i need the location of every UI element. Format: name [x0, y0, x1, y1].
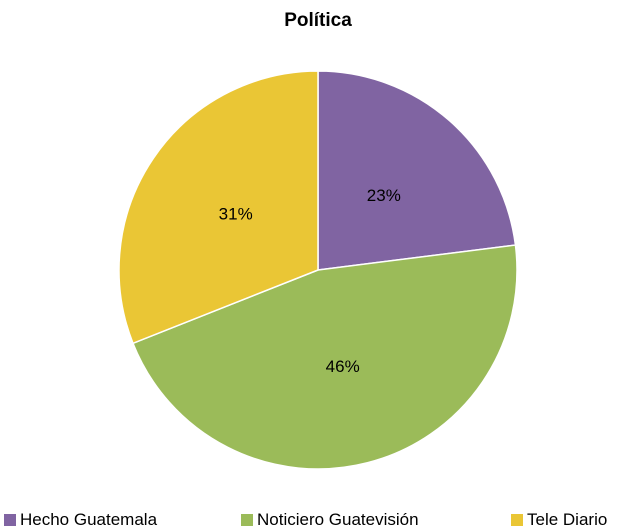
- pie-label-tele-diario: 31%: [219, 205, 253, 224]
- legend-label-hecho-guatemala: Hecho Guatemala: [20, 510, 158, 529]
- legend-item-hecho-guatemala: Hecho Guatemala: [4, 509, 157, 531]
- pie-slice-hecho-guatemala: [317, 70, 517, 271]
- legend-swatch-tele-diario: [511, 514, 523, 526]
- pie-slice-noticiero-guatevision: [131, 244, 518, 470]
- legend-item-noticiero-guatevision: Noticiero Guatevisión: [241, 509, 419, 531]
- chart-title: Política: [284, 10, 352, 31]
- pie-label-hecho-guatemala: 23%: [367, 186, 401, 205]
- legend-label-tele-diario: Tele Diario: [527, 510, 608, 529]
- legend-swatch-noticiero-guatevision: [241, 514, 253, 526]
- pie-slice-tele-diario: [118, 70, 319, 345]
- legend-label-noticiero-guatevision: Noticiero Guatevisión: [257, 510, 419, 529]
- legend-item-tele-diario: Tele Diario: [511, 509, 607, 531]
- legend-swatch-hecho-guatemala: [4, 514, 16, 526]
- pie-label-noticiero-guatevision: 46%: [326, 357, 360, 376]
- pie-plot-area: 23% 46% 31%: [118, 70, 518, 470]
- chart-legend: Hecho Guatemala Noticiero Guatevisión Tele…: [0, 509, 636, 531]
